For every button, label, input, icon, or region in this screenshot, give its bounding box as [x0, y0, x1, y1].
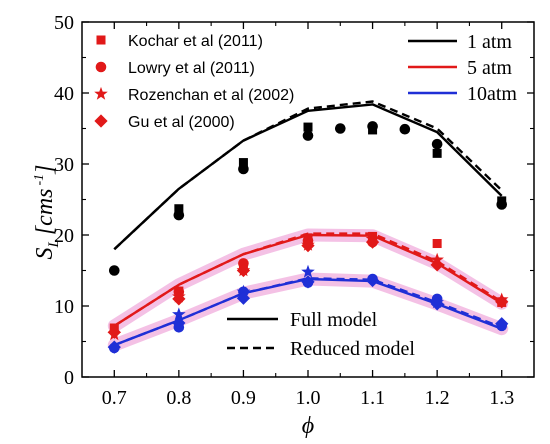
point-lowry-et-al-2011-1-atm-6 [399, 123, 411, 135]
legend-marker-star [94, 86, 108, 100]
x-tick-label-3: 1.0 [296, 387, 321, 409]
y-tick-label-3: 30 [54, 154, 74, 176]
x-tick-label-0: 0.7 [102, 387, 127, 409]
legend-label-5-atm: 5 atm [467, 57, 512, 79]
point-lowry-et-al-2011-1-atm-8 [496, 199, 508, 210]
y-tick-label-2: 20 [54, 225, 74, 247]
y-tick-label-1: 10 [54, 296, 74, 318]
model-legend: Full model Reduced model [227, 309, 415, 360]
point-kochar-et-al-2011-1-atm-0 [174, 204, 184, 214]
y-axis-label-exp: -1 [32, 174, 47, 186]
y-axis-label-unit: [cms [32, 189, 58, 236]
y-axis-label-main: S [32, 248, 58, 260]
point-gu-et-al-2000-5-atm-5 [430, 258, 444, 272]
line-1-atm-full [113, 103, 503, 251]
point-rozenchan-et-al-2002-10atm-0 [172, 307, 186, 321]
point-gu-et-al-2000-10atm-5 [430, 297, 444, 311]
marker-legend: Kochar et al (2011) Lowry et al (2011) Roz… [94, 33, 294, 131]
legend-marker-circle [95, 61, 107, 73]
legend-label-full-model: Full model [290, 309, 378, 331]
pressure-legend: 1 atm 5 atm 10atm [408, 31, 517, 105]
point-gu-et-al-2000-10atm-3 [301, 275, 315, 289]
x-tick-label-6: 1.3 [489, 387, 514, 409]
point-kochar-et-al-2011-1-atm-1 [238, 158, 248, 168]
legend-label-rozenchan-et-al-2002: Rozenchan et al (2002) [128, 87, 294, 104]
legend-label-10atm: 10atm [467, 83, 517, 105]
point-lowry-et-al-2011-1-atm-5 [367, 121, 378, 132]
legend-label-gu-et-al-2000: Gu et al (2000) [128, 114, 235, 131]
y-tick-label-0: 0 [64, 367, 74, 389]
y-axis-label-sub: L [46, 239, 62, 248]
line-1-atm-reduced [113, 100, 503, 251]
point-gu-et-al-2000-10atm-1 [172, 316, 186, 330]
point-gu-et-al-2000-10atm-2 [236, 291, 251, 305]
point-gu-et-al-2000-5-atm-6 [495, 295, 509, 309]
point-lowry-et-al-2011-1-atm-3 [302, 130, 314, 141]
legend-label-reduced-model: Reduced model [290, 338, 415, 360]
y-tick-labels: 0 10 20 30 40 50 [54, 12, 74, 389]
point-gu-et-al-2000-10atm-0 [107, 340, 121, 354]
x-tick-label-2: 0.9 [231, 387, 256, 409]
point-kochar-et-al-2011-1-atm-2 [303, 122, 313, 132]
x-axis-label: ϕ [302, 413, 314, 439]
point-lowry-et-al-2011-1-atm-0 [108, 265, 120, 276]
x-tick-label-5: 1.2 [425, 387, 450, 409]
point-lowry-et-al-2011-1-atm-4 [334, 123, 346, 134]
point-gu-et-al-2000-5-atm-3 [301, 239, 315, 253]
point-gu-et-al-2000-5-atm-0 [107, 325, 121, 339]
legend-label-lowry-et-al-2011: Lowry et al (2011) [128, 60, 255, 77]
point-gu-et-al-2000-5-atm-4 [365, 235, 380, 249]
y-tick-label-5: 50 [54, 12, 74, 34]
experimental-points [107, 121, 509, 354]
point-kochar-et-al-2011-1-atm-4 [432, 148, 442, 158]
x-tick-labels: 0.7 0.8 0.9 1.0 1.1 1.2 1.3 [102, 387, 514, 409]
point-gu-et-al-2000-5-atm-2 [236, 263, 251, 278]
legend-label-1-atm: 1 atm [467, 31, 512, 53]
legend-marker-square [96, 35, 106, 45]
y-axis-label-close: ] [32, 164, 58, 174]
point-lowry-et-al-2011-1-atm-1 [173, 209, 185, 221]
axis-ticks [82, 21, 534, 378]
point-gu-et-al-2000-10atm-6 [495, 317, 509, 331]
point-gu-et-al-2000-10atm-4 [365, 273, 380, 288]
legend-marker-diamond [94, 114, 108, 128]
point-lowry-et-al-2011-1-atm-7 [431, 138, 443, 150]
y-axis-label: SL [cms -1] [32, 164, 62, 259]
point-rozenchan-et-al-2002-10atm-2 [301, 264, 315, 278]
point-gu-et-al-2000-5-atm-1 [172, 292, 186, 306]
point-lowry-et-al-2011-1-atm-2 [238, 163, 249, 175]
legend-label-kochar-et-al-2011: Kochar et al (2011) [128, 33, 263, 50]
x-tick-label-4: 1.1 [360, 387, 385, 409]
y-tick-label-4: 40 [54, 83, 74, 105]
point-rozenchan-et-al-2002-10atm-1 [236, 284, 251, 298]
x-tick-label-1: 0.8 [166, 387, 191, 409]
point-kochar-et-al-2011-5-atm-5 [432, 239, 442, 249]
